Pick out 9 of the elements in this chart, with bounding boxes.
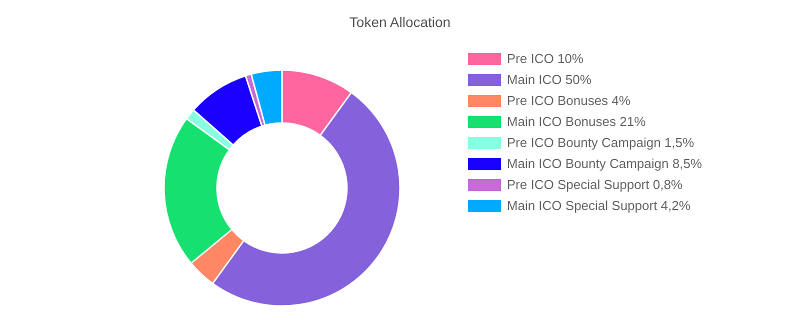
legend-label: Main ICO Special Support 4,2%: [506, 198, 690, 213]
legend-label: Pre ICO 10%: [506, 51, 584, 66]
chart-title: Token Allocation: [348, 14, 452, 30]
legend-label: Pre ICO Bonuses 4%: [506, 93, 630, 108]
legend-label: Main ICO Bounty Campaign 8,5%: [506, 156, 702, 171]
legend-label: Main ICO Bonuses 21%: [506, 114, 646, 129]
legend-label: Main ICO 50%: [506, 72, 592, 87]
legend-label: Pre ICO Special Support 0,8%: [506, 177, 682, 192]
legend-label: Pre ICO Bounty Campaign 1,5%: [506, 135, 694, 150]
